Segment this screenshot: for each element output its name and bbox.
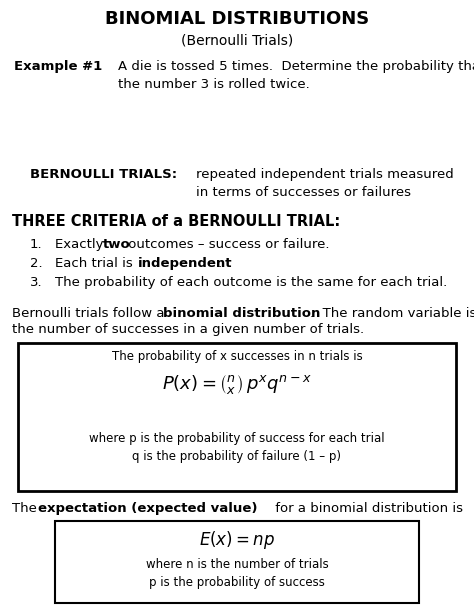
Text: The probability of x successes in n trials is: The probability of x successes in n tria… [111, 350, 363, 363]
Text: BINOMIAL DISTRIBUTIONS: BINOMIAL DISTRIBUTIONS [105, 10, 369, 28]
Text: where p is the probability of success for each trial
q is the probability of fai: where p is the probability of success fo… [89, 432, 385, 463]
Text: binomial distribution: binomial distribution [163, 307, 320, 320]
Text: Each trial is: Each trial is [55, 257, 137, 270]
Text: $P(x) = \binom{n}{x}\,p^x q^{n-x}$: $P(x) = \binom{n}{x}\,p^x q^{n-x}$ [162, 373, 312, 396]
Text: THREE CRITERIA of a BERNOULLI TRIAL:: THREE CRITERIA of a BERNOULLI TRIAL: [12, 214, 340, 229]
Text: Exactly: Exactly [55, 238, 108, 251]
Text: where n is the number of trials
p is the probability of success: where n is the number of trials p is the… [146, 558, 328, 589]
Text: .: . [218, 257, 222, 270]
Bar [18, 343, 456, 491]
Text: for a binomial distribution is: for a binomial distribution is [271, 502, 463, 515]
Text: A die is tossed 5 times.  Determine the probability that
the number 3 is rolled : A die is tossed 5 times. Determine the p… [118, 60, 474, 91]
Bar [55, 521, 419, 603]
Text: Example #1: Example #1 [14, 60, 102, 73]
Text: two: two [103, 238, 131, 251]
Text: 1.: 1. [30, 238, 43, 251]
Text: outcomes – success or failure.: outcomes – success or failure. [124, 238, 329, 251]
Text: The probability of each outcome is the same for each trial.: The probability of each outcome is the s… [55, 276, 447, 289]
Text: repeated independent trials measured
in terms of successes or failures: repeated independent trials measured in … [196, 168, 454, 199]
Text: .  The random variable is: . The random variable is [310, 307, 474, 320]
Text: 3.: 3. [30, 276, 43, 289]
Text: (Bernoulli Trials): (Bernoulli Trials) [181, 34, 293, 48]
Text: the number of successes in a given number of trials.: the number of successes in a given numbe… [12, 323, 364, 336]
Text: The: The [12, 502, 41, 515]
Text: independent: independent [138, 257, 233, 270]
Text: BERNOULLI TRIALS:: BERNOULLI TRIALS: [30, 168, 177, 181]
Text: 2.: 2. [30, 257, 43, 270]
Text: $E(x) = np$: $E(x) = np$ [199, 529, 275, 551]
Text: expectation (expected value): expectation (expected value) [38, 502, 257, 515]
Text: Bernoulli trials follow a: Bernoulli trials follow a [12, 307, 169, 320]
